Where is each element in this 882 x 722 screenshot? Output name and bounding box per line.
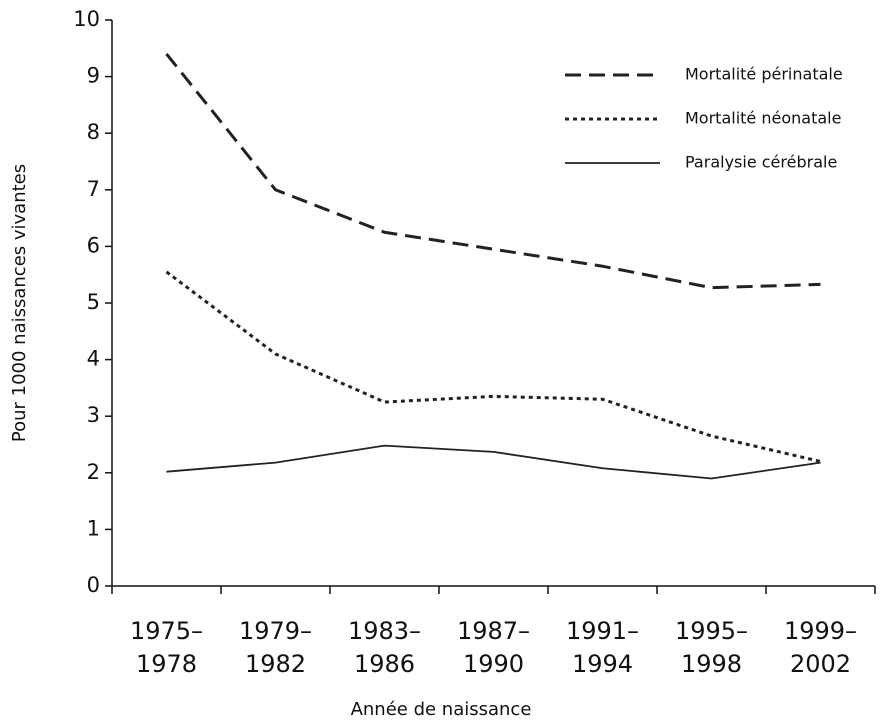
y-tick-label: 6 xyxy=(87,233,100,257)
y-tick-label: 7 xyxy=(87,177,100,201)
x-axis-title: Année de naissance xyxy=(351,699,532,720)
x-tick-label: 1983– xyxy=(348,617,421,645)
legend-label: Mortalité périnatale xyxy=(685,65,843,84)
x-tick-label: 1975– xyxy=(130,617,203,645)
x-tick-label: 1999– xyxy=(784,617,857,645)
x-tick-label: 2002 xyxy=(790,650,851,678)
line xyxy=(166,444,821,480)
x-tick-label: 1995– xyxy=(675,617,748,645)
legend-label: Paralysie cérébrale xyxy=(685,153,837,172)
x-tick-label: 1990 xyxy=(463,650,524,678)
x-tick-label: 1982 xyxy=(245,650,306,678)
y-tick-label: 0 xyxy=(87,573,100,597)
legend-label: Mortalité néonatale xyxy=(685,109,841,128)
y-tick-label: 2 xyxy=(87,460,100,484)
x-tick-label: 1994 xyxy=(572,650,633,678)
y-tick-label: 8 xyxy=(87,120,100,144)
y-tick-label: 9 xyxy=(87,64,100,88)
y-axis-title: Pour 1000 naissances vivantes xyxy=(9,164,30,442)
x-tick-label: 1978 xyxy=(136,650,197,678)
line xyxy=(165,270,821,463)
y-tick-label: 3 xyxy=(87,403,100,427)
x-tick-label: 1987– xyxy=(457,617,530,645)
x-tick-label: 1998 xyxy=(681,650,742,678)
line xyxy=(165,53,821,290)
x-tick-label: 1986 xyxy=(354,650,415,678)
x-tick-label: 1979– xyxy=(239,617,312,645)
y-tick-label: 10 xyxy=(73,7,100,31)
y-tick-label: 5 xyxy=(87,290,100,314)
x-tick-label: 1991– xyxy=(566,617,639,645)
y-tick-label: 1 xyxy=(87,516,100,540)
y-tick-label: 4 xyxy=(87,347,100,371)
